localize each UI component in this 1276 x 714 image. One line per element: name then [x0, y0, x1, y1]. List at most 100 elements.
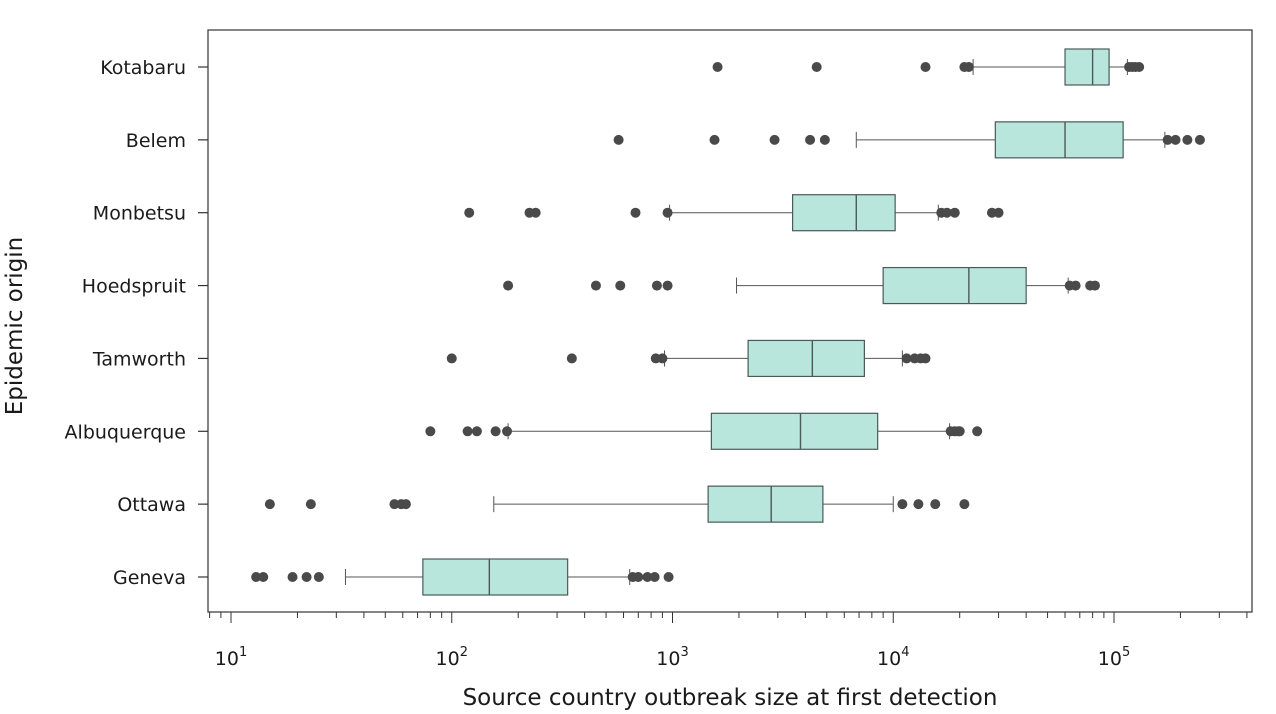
outlier-point	[819, 134, 830, 145]
x-tick-label: 101	[215, 645, 247, 670]
outlier-point	[993, 207, 1004, 218]
tick-base: 10	[1098, 648, 1122, 670]
tick-base: 10	[656, 648, 680, 670]
outlier-point	[1134, 62, 1145, 72]
tick-exponent: 3	[680, 645, 688, 660]
outlier-point	[251, 572, 262, 582]
box-group-kotabaru	[712, 48, 1145, 86]
outlier-point	[630, 207, 641, 218]
outlier-point	[490, 426, 501, 437]
outlier-point	[258, 572, 269, 582]
outlier-point	[400, 499, 411, 510]
tick-exponent: 1	[239, 645, 247, 660]
outlier-point	[920, 353, 931, 364]
outlier-point	[959, 499, 970, 510]
tick-base: 10	[436, 648, 460, 670]
x-axis-label: Source country outbreak size at first de…	[463, 685, 998, 711]
tick-base: 10	[877, 648, 901, 670]
box-group-monbetsu	[464, 194, 1004, 232]
outlier-point	[769, 134, 780, 145]
iqr-box	[792, 194, 896, 232]
plot-frame	[207, 29, 1253, 613]
outlier-point	[503, 280, 514, 291]
outlier-point	[663, 572, 674, 582]
outlier-point	[649, 572, 660, 582]
iqr-box	[994, 121, 1124, 159]
outlier-point	[464, 207, 475, 218]
category-label-tamworth: Tamworth	[92, 348, 186, 370]
outlier-point	[897, 499, 908, 510]
boxes-layer	[251, 48, 1205, 596]
outlier-point	[633, 572, 644, 582]
outlier-point	[446, 353, 457, 364]
outlier-point	[662, 207, 673, 218]
category-label-kotabaru: Kotabaru	[100, 57, 186, 79]
outlier-point	[972, 426, 983, 437]
outlier-point	[590, 280, 601, 291]
category-label-hoedspruit: Hoedspruit	[82, 276, 186, 298]
y-axis-label: Epidemic origin	[2, 237, 28, 416]
category-label-ottawa: Ottawa	[117, 494, 186, 516]
outlier-point	[613, 134, 624, 145]
outlier-point	[301, 572, 312, 582]
outlier-point	[709, 134, 720, 145]
outlier-point	[920, 62, 931, 72]
x-tick-label: 102	[436, 645, 468, 670]
outlier-point	[313, 572, 324, 582]
outlier-point	[811, 62, 822, 72]
outlier-point	[651, 280, 662, 291]
outlier-point	[941, 207, 952, 218]
x-tick-label: 103	[656, 645, 688, 670]
box-group-hoedspruit	[503, 266, 1100, 305]
tick-exponent: 2	[460, 645, 468, 660]
outlier-point	[712, 62, 723, 72]
tick-exponent: 4	[901, 645, 909, 660]
outlier-point	[462, 426, 473, 437]
category-label-albuquerque: Albuquerque	[65, 421, 186, 443]
outlier-point	[930, 499, 941, 510]
outlier-point	[1089, 280, 1100, 291]
outlier-point	[642, 572, 653, 582]
x-tick-label: 104	[877, 645, 909, 670]
x-tick-label: 105	[1098, 645, 1130, 670]
box-group-geneva	[251, 558, 674, 596]
outlier-point	[657, 353, 668, 364]
outlier-point	[963, 62, 974, 72]
box-group-tamworth	[446, 339, 931, 378]
outlier-point	[502, 426, 513, 437]
x-axis: 101 102 103 104 105	[209, 612, 1248, 670]
iqr-box	[707, 485, 824, 523]
outlier-point	[615, 280, 626, 291]
outlier-point	[1194, 134, 1205, 145]
outlier-point	[264, 499, 275, 510]
iqr-box	[1064, 48, 1110, 86]
outlier-point	[530, 207, 541, 218]
outlier-point	[949, 207, 960, 218]
outlier-point	[1182, 134, 1193, 145]
box-group-albuquerque	[425, 412, 983, 450]
outlier-point	[471, 426, 482, 437]
outlier-point	[287, 572, 298, 582]
tick-exponent: 5	[1122, 645, 1130, 660]
outlier-point	[805, 134, 816, 145]
outlier-point	[901, 353, 912, 364]
outlier-point	[954, 426, 965, 437]
outlier-point	[1162, 134, 1173, 145]
outlier-point	[662, 280, 673, 291]
outlier-point	[566, 353, 577, 364]
box-group-belem	[613, 121, 1205, 159]
outlier-point	[305, 499, 316, 510]
category-axis: Kotabaru Belem Monbetsu Hoedspruit Tamworth A…	[65, 57, 208, 589]
tick-base: 10	[215, 648, 239, 670]
category-label-geneva: Geneva	[113, 567, 186, 589]
outlier-point	[425, 426, 436, 437]
iqr-box	[882, 266, 1027, 305]
category-label-belem: Belem	[126, 130, 186, 152]
box-group-ottawa	[264, 485, 970, 523]
outlier-point	[1170, 134, 1181, 145]
outlier-point	[913, 499, 924, 510]
outlier-point	[1070, 280, 1081, 291]
iqr-box	[747, 339, 865, 378]
category-label-monbetsu: Monbetsu	[93, 203, 186, 225]
